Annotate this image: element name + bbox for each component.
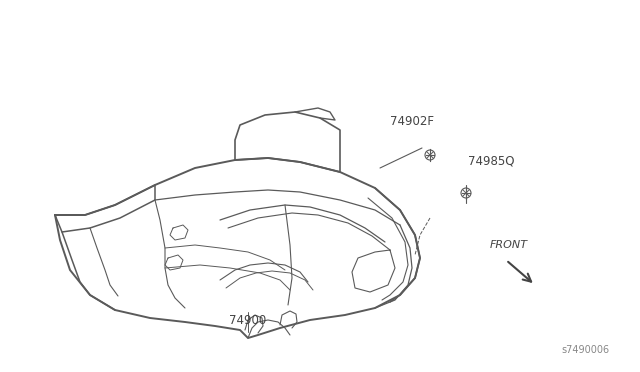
Text: 74900: 74900 (229, 314, 267, 327)
Text: FRONT: FRONT (490, 240, 528, 250)
Text: 74985Q: 74985Q (468, 155, 515, 168)
Text: 74902F: 74902F (390, 115, 434, 128)
Text: s7490006: s7490006 (562, 345, 610, 355)
